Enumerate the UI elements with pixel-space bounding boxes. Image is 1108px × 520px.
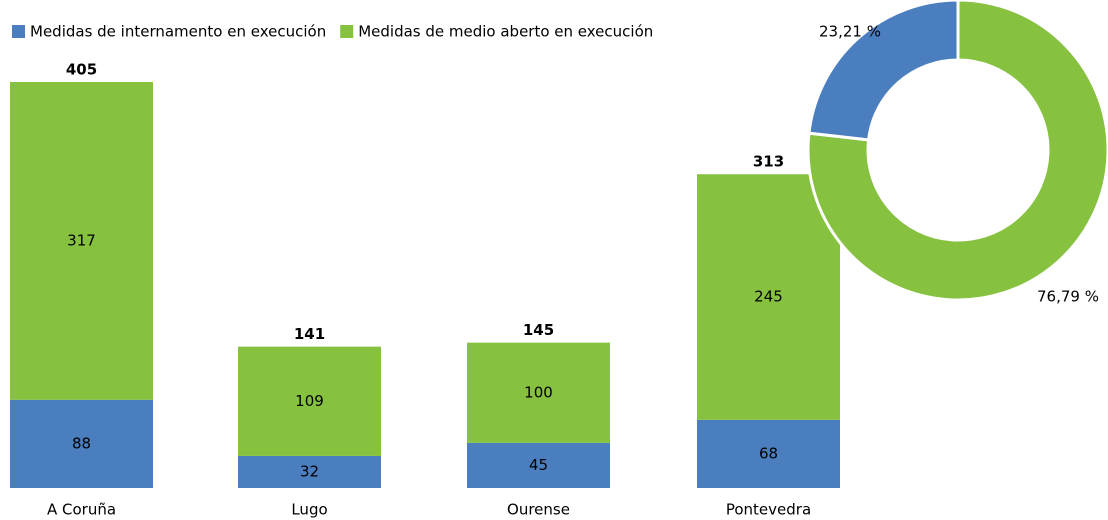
data-label: 245 bbox=[754, 288, 783, 306]
total-label: 405 bbox=[66, 61, 97, 79]
bar-segment bbox=[697, 419, 840, 488]
x-tick-label: Pontevedra bbox=[726, 501, 811, 519]
data-label: 88 bbox=[72, 434, 91, 452]
total-label: 313 bbox=[753, 153, 784, 171]
data-label: 68 bbox=[759, 444, 778, 462]
data-label: 76,79 % bbox=[1037, 288, 1099, 306]
legend-label: Medidas de internamento en execución bbox=[30, 23, 326, 41]
data-label: 317 bbox=[67, 231, 96, 249]
x-tick-label: Ourense bbox=[507, 501, 570, 519]
legend-swatch bbox=[12, 25, 25, 38]
bar-segment bbox=[238, 346, 381, 456]
data-label: 23,21 % bbox=[819, 23, 881, 41]
bar-segment bbox=[10, 399, 153, 488]
x-tick-label: Lugo bbox=[291, 501, 327, 519]
pie-slice bbox=[806, 0, 1108, 302]
data-label: 100 bbox=[524, 383, 553, 401]
total-label: 145 bbox=[523, 321, 554, 339]
data-label: 45 bbox=[529, 456, 548, 474]
bar-segment bbox=[697, 174, 840, 420]
legend-swatch bbox=[340, 25, 354, 38]
data-label: 109 bbox=[295, 392, 324, 410]
x-tick-label: A Coruña bbox=[47, 501, 116, 519]
legend-label: Medidas de medio aberto en execución bbox=[358, 23, 653, 41]
bar-segment bbox=[10, 82, 153, 400]
pie-slice bbox=[807, 0, 960, 142]
bar-segment bbox=[238, 455, 381, 488]
data-label: 32 bbox=[300, 462, 319, 480]
total-label: 141 bbox=[294, 325, 325, 343]
bar-segment bbox=[467, 442, 610, 488]
bar-segment bbox=[467, 342, 610, 443]
